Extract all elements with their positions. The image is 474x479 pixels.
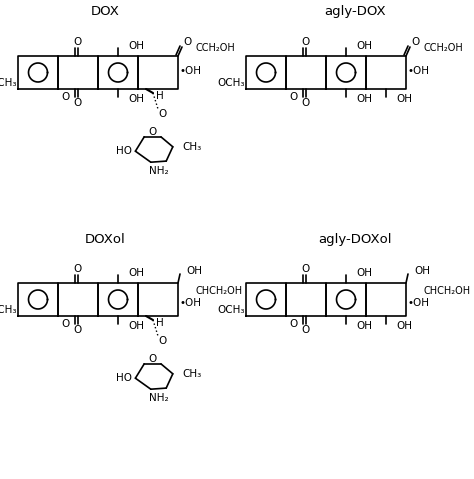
Text: CH₃: CH₃ [183, 369, 202, 379]
Text: O: O [302, 264, 310, 274]
Text: agly-DOXol: agly-DOXol [318, 232, 392, 246]
Text: CHCH₂OH: CHCH₂OH [196, 286, 243, 297]
Text: OH: OH [186, 266, 202, 276]
Text: O: O [148, 127, 157, 137]
Text: DOXol: DOXol [85, 232, 126, 246]
Text: O: O [184, 37, 192, 47]
Text: OH: OH [128, 41, 144, 51]
Text: CCH₂OH: CCH₂OH [196, 43, 236, 53]
Text: CHCH₂OH: CHCH₂OH [424, 286, 471, 297]
Text: •OH: •OH [408, 66, 430, 76]
Text: O: O [159, 336, 167, 346]
Text: HO: HO [117, 373, 132, 383]
Text: OH: OH [128, 321, 144, 331]
Text: DOX: DOX [91, 4, 119, 18]
Text: O: O [74, 98, 82, 108]
Text: H: H [156, 91, 164, 101]
Text: O: O [62, 319, 70, 329]
Text: OH: OH [356, 268, 372, 278]
Text: O: O [302, 37, 310, 47]
Text: HO: HO [117, 146, 132, 156]
Text: O: O [302, 325, 310, 335]
Text: OH: OH [356, 94, 372, 104]
Text: O: O [74, 264, 82, 274]
Text: O: O [74, 37, 82, 47]
Text: OH: OH [414, 266, 430, 276]
Text: OCH₃: OCH₃ [0, 305, 17, 315]
Text: OH: OH [356, 41, 372, 51]
Text: OH: OH [396, 94, 412, 104]
Text: OH: OH [128, 94, 144, 104]
Text: NH₂: NH₂ [149, 166, 168, 176]
Text: O: O [62, 92, 70, 102]
Text: OH: OH [396, 321, 412, 331]
Text: •OH: •OH [408, 298, 430, 308]
Text: O: O [412, 37, 420, 47]
Text: OCH₃: OCH₃ [218, 305, 245, 315]
Text: H: H [156, 318, 164, 328]
Text: OH: OH [128, 268, 144, 278]
Text: O: O [148, 354, 157, 364]
Text: •OH: •OH [180, 66, 202, 76]
Text: O: O [290, 319, 298, 329]
Text: O: O [302, 98, 310, 108]
Text: O: O [290, 92, 298, 102]
Text: agly-DOX: agly-DOX [324, 4, 386, 18]
Text: CCH₂OH: CCH₂OH [424, 43, 464, 53]
Text: OCH₃: OCH₃ [218, 78, 245, 88]
Text: •OH: •OH [180, 298, 202, 308]
Text: CH₃: CH₃ [183, 142, 202, 152]
Text: OCH₃: OCH₃ [0, 78, 17, 88]
Text: O: O [159, 109, 167, 119]
Text: NH₂: NH₂ [149, 393, 168, 403]
Text: O: O [74, 325, 82, 335]
Text: OH: OH [356, 321, 372, 331]
